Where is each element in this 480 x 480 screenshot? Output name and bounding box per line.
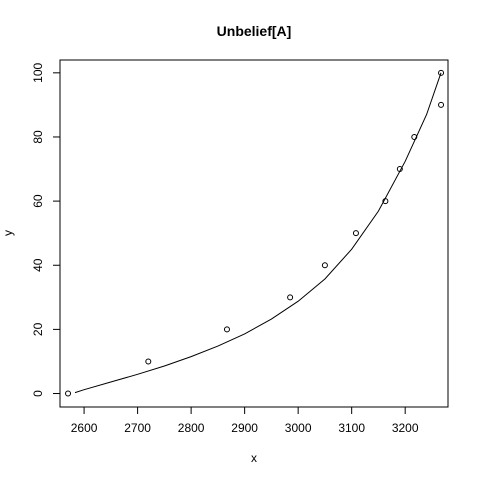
x-tick-label: 3200 bbox=[392, 421, 419, 435]
fit-curve bbox=[74, 72, 442, 394]
x-tick-label: 3100 bbox=[338, 421, 365, 435]
x-tick-label: 2800 bbox=[178, 421, 205, 435]
x-axis: 2600 2700 2800 2900 3000 3100 3200 bbox=[71, 406, 419, 435]
data-point bbox=[382, 198, 389, 205]
y-tick-label: 60 bbox=[31, 194, 45, 208]
data-point bbox=[223, 326, 230, 333]
x-axis-label: x bbox=[251, 451, 257, 465]
data-points bbox=[65, 69, 445, 397]
x-tick-label: 2600 bbox=[71, 421, 98, 435]
data-point bbox=[65, 390, 72, 397]
data-point bbox=[438, 101, 445, 108]
data-point bbox=[411, 133, 418, 140]
data-point bbox=[396, 166, 403, 173]
y-axis: 0 20 40 60 80 100 bbox=[31, 62, 61, 397]
x-tick-label: 2700 bbox=[124, 421, 151, 435]
data-point bbox=[145, 358, 152, 365]
x-tick-label: 3000 bbox=[285, 421, 312, 435]
x-tick-label: 2900 bbox=[231, 421, 258, 435]
chart-title: Unbelief[A] bbox=[217, 23, 292, 39]
y-tick-label: 40 bbox=[31, 258, 45, 272]
data-point bbox=[321, 262, 328, 269]
data-point bbox=[438, 69, 445, 76]
data-point bbox=[352, 230, 359, 237]
y-tick-label: 80 bbox=[31, 130, 45, 144]
plot-frame bbox=[59, 59, 449, 408]
data-point bbox=[287, 294, 294, 301]
y-axis-label: y bbox=[1, 230, 15, 236]
y-tick-label: 20 bbox=[31, 322, 45, 336]
y-tick-label: 100 bbox=[31, 62, 45, 82]
y-tick-label: 0 bbox=[31, 390, 45, 397]
